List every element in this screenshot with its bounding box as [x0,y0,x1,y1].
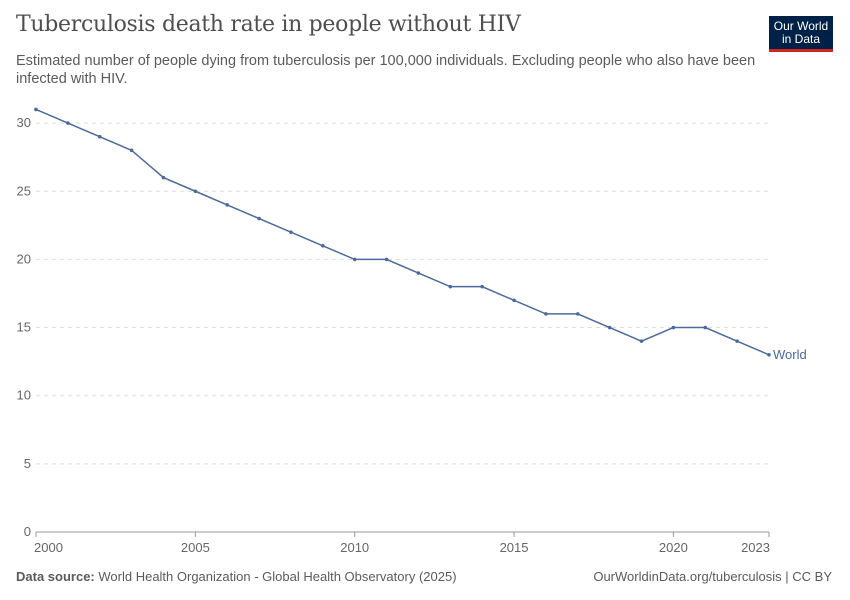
data-point [735,339,739,343]
series-line-world [35,108,770,356]
source-label: Data source: [16,569,95,584]
x-tick-label: 2010 [340,540,369,555]
data-point [575,312,580,316]
x-tick-label: 2005 [181,540,210,555]
chart-title: Tuberculosis death rate in people withou… [16,12,521,37]
data-point [66,121,70,125]
data-point [384,257,389,262]
data-point [544,312,548,316]
data-point [129,148,134,153]
data-point [671,325,676,330]
data-point [767,353,771,357]
y-tick-label: 25 [17,183,31,198]
data-point [225,203,230,207]
y-tick-label: 10 [17,388,31,403]
owid-logo[interactable]: Our World in Data [769,16,833,52]
y-tick-label: 30 [17,115,31,130]
source-text[interactable]: World Health Organization - Global Healt… [98,569,457,584]
data-point [193,189,198,194]
data-point [289,230,293,234]
x-tick-label: 2015 [500,540,529,555]
y-tick-label: 5 [24,456,31,471]
x-tick-label: 2000 [34,540,63,555]
url-license[interactable]: OurWorldinData.org/tuberculosis | CC BY [593,569,832,584]
data-point [257,216,261,221]
series-label: World [773,347,807,362]
data-point [480,284,484,289]
data-point [161,175,166,180]
data-point [512,298,516,303]
chart-subtitle: Estimated number of people dying from tu… [16,53,756,87]
data-point [97,134,102,139]
y-tick-label: 15 [17,320,31,335]
data-point [352,257,357,262]
y-tick-label: 20 [17,251,31,266]
data-point [321,243,325,248]
data-point [416,271,421,275]
data-source: Data source: World Health Organization -… [16,569,457,584]
data-point [703,325,708,330]
data-point [34,107,38,112]
y-tick-label: 0 [24,524,31,539]
data-point [607,325,612,330]
data-point [639,339,644,343]
x-tick-label: 2020 [659,540,688,555]
x-tick-label: 2023 [741,540,770,555]
data-point [448,284,453,289]
